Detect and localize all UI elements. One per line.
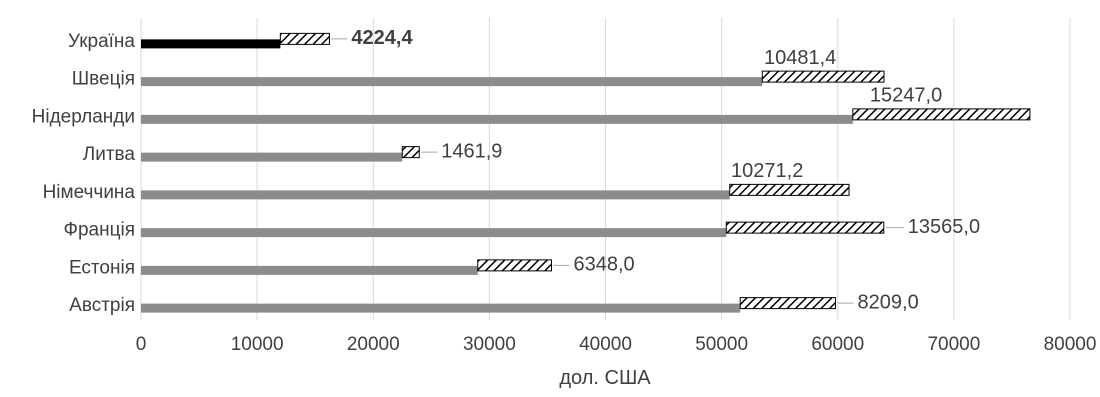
- data-label: 10481,4: [764, 47, 836, 69]
- bar-increment: [477, 259, 552, 272]
- bar-increment: [725, 221, 885, 234]
- category-label: Франція: [64, 220, 135, 241]
- bar-base: [141, 152, 403, 162]
- bar-base: [141, 228, 727, 238]
- data-label: 6348,0: [573, 254, 634, 276]
- bar-increment: [729, 183, 850, 196]
- bar-base: [141, 190, 730, 200]
- category-label: Литва: [83, 144, 136, 165]
- bars: [141, 32, 1031, 313]
- bar-increment: [761, 70, 885, 83]
- x-tick-label: 40000: [579, 334, 632, 355]
- bar-increment: [279, 32, 330, 45]
- bar-base: [141, 303, 741, 313]
- category-label: Австрія: [69, 295, 135, 316]
- bar-base: [141, 265, 478, 275]
- leader-lines: [331, 38, 904, 304]
- x-tick-label: 20000: [347, 334, 400, 355]
- x-axis-title: дол. США: [559, 367, 651, 389]
- x-tick-label: 10000: [231, 334, 284, 355]
- data-label: 15247,0: [870, 85, 942, 107]
- x-tick-label: 50000: [695, 334, 748, 355]
- x-tick-label: 30000: [463, 334, 516, 355]
- bar-increment: [852, 108, 1031, 121]
- data-label: 10271,2: [731, 160, 803, 182]
- category-label: Нідерланди: [32, 106, 135, 127]
- bar-base: [141, 114, 853, 124]
- category-label: Україна: [68, 31, 135, 52]
- x-tick-label: 70000: [927, 334, 980, 355]
- data-label: 4224,4: [351, 27, 413, 49]
- bar-base: [141, 77, 763, 87]
- category-label: Естонія: [69, 257, 135, 278]
- category-label: Німеччина: [43, 182, 136, 203]
- data-label: 1461,9: [441, 140, 502, 162]
- bar-increment: [401, 146, 420, 159]
- x-tick-label: 0: [136, 334, 147, 355]
- bar-base: [141, 39, 281, 49]
- bar-increment: [739, 297, 837, 310]
- x-tick-label: 60000: [811, 334, 864, 355]
- category-label: Швеція: [72, 69, 135, 90]
- gridlines: [140, 18, 1071, 320]
- x-tick-label: 80000: [1044, 334, 1097, 355]
- labels: 0 10000 20000 30000 40000 50000 60000 70000 8000…: [32, 27, 1097, 355]
- data-label: 13565,0: [908, 216, 980, 238]
- data-label: 8209,0: [858, 291, 919, 313]
